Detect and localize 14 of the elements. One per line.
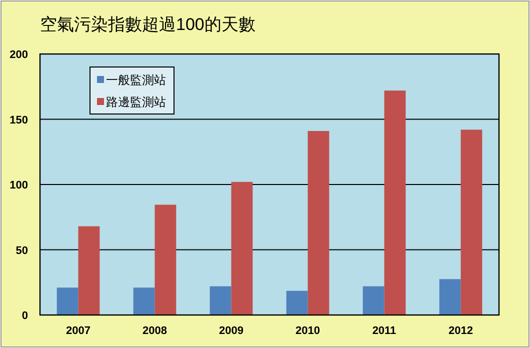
xtick: 2007: [66, 325, 90, 337]
xtick: 2008: [142, 325, 167, 337]
ytick: 0: [22, 310, 28, 322]
ytick: 50: [16, 244, 28, 257]
xtick: 2011: [372, 325, 396, 337]
ytick: 200: [10, 49, 28, 61]
xtick: 2010: [296, 325, 320, 337]
legend-label: 一般監測站: [106, 73, 166, 87]
title: 空氣污染指數超過100的天數: [40, 15, 256, 34]
legend-label: 路邊監測站: [106, 95, 166, 109]
xtick: 2009: [219, 325, 244, 337]
ytick: 150: [10, 114, 28, 126]
ytick: 100: [10, 180, 28, 192]
xtick: 2012: [448, 325, 473, 337]
